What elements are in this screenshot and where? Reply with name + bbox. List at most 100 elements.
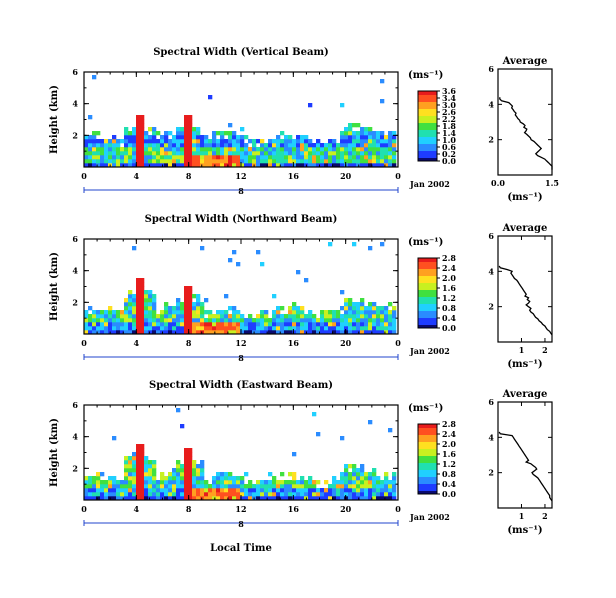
heatmap-cell: [128, 476, 133, 481]
heatmap-cell: [176, 131, 181, 136]
heatmap-cell: [272, 496, 277, 500]
colorbar-segment: [418, 134, 437, 136]
heatmap-cell: [144, 159, 149, 164]
heatmap-cell: [308, 163, 313, 167]
heatmap-cell: [312, 163, 317, 167]
heatmap-cell: [180, 464, 185, 469]
heatmap-cell: [296, 480, 301, 485]
heatmap-cell: [360, 492, 365, 497]
heatmap-cell: [272, 143, 277, 148]
heatmap-cell: [364, 306, 369, 311]
heatmap-cell: [316, 143, 321, 148]
heatmap-panel-0: Spectral Width (Vertical Beam)0 4 8 12 16 20 0…: [49, 47, 456, 196]
heatmap-cell: [348, 159, 353, 164]
heatmap-cell: [332, 139, 337, 144]
heatmap-cell: [352, 322, 357, 327]
heatmap-cell: [168, 143, 173, 148]
heatmap-cell: [240, 151, 245, 156]
colorbar-segment: [418, 148, 437, 150]
heatmap-cell: [220, 135, 225, 140]
heatmap-cell: [160, 326, 165, 331]
heatmap-cell: [204, 484, 209, 489]
profile-x-axis-label: (ms⁻¹): [507, 192, 542, 203]
heatmap-cell: [188, 115, 193, 120]
heatmap-cell: [168, 131, 173, 136]
heatmap-cell: [172, 155, 177, 160]
colorbar-segment: [418, 321, 437, 323]
heatmap-cell: [124, 464, 129, 469]
heatmap-cell: [352, 318, 357, 323]
heatmap-cell: [328, 143, 333, 148]
heatmap-cell: [180, 127, 185, 132]
heatmap-cell: [132, 143, 137, 148]
heatmap-cell: [312, 326, 317, 331]
heatmap-cell: [264, 314, 269, 319]
colorbar-segment: [418, 440, 437, 442]
heatmap-cell: [264, 159, 269, 164]
heatmap-cell: [140, 484, 145, 489]
heatmap-cell: [320, 163, 325, 167]
heatmap-cell: [220, 147, 225, 152]
heatmap-cell: [188, 472, 193, 477]
heatmap-cell: [148, 476, 153, 481]
heatmap-cell: [360, 131, 365, 136]
colorbar-segment: [418, 279, 437, 281]
heatmap-cell: [156, 159, 161, 164]
heatmap-cell: [96, 143, 101, 148]
heatmap-cell: [132, 147, 137, 152]
heatmap-cell: [360, 488, 365, 493]
heatmap-cell: [264, 318, 269, 323]
heatmap-cell: [140, 139, 145, 144]
heatmap-cell: [224, 480, 229, 485]
heatmap-cell: [340, 135, 345, 140]
heatmap-cell: [192, 322, 197, 327]
heatmap-cell: [328, 151, 333, 156]
heatmap-cell: [340, 163, 345, 167]
heatmap-cell: [352, 496, 357, 500]
heatmap-cell: [284, 326, 289, 331]
colorbar-segment: [418, 110, 437, 113]
colorbar-tick-label: 1.6: [442, 283, 456, 293]
heatmap-cell: [212, 330, 217, 334]
heatmap-cell: [132, 464, 137, 469]
heatmap-cell: [100, 163, 105, 167]
colorbar-tick-label: 3.6: [442, 86, 456, 96]
heatmap-cell: [188, 290, 193, 295]
heatmap-cell: [176, 318, 181, 323]
heatmap-cell: [252, 139, 257, 144]
colorbar-segment: [418, 315, 437, 317]
heatmap-cell: [196, 135, 201, 140]
heatmap-cell: [272, 314, 277, 319]
heatmap-cell: [104, 326, 109, 331]
heatmap-cell: [132, 246, 137, 251]
heatmap-cell: [368, 488, 373, 493]
heatmap-cell: [196, 298, 201, 303]
colorbar: (ms⁻¹)2.82.42.01.61.20.80.40.0: [408, 403, 456, 499]
heatmap-cell: [368, 159, 373, 164]
colorbar-segment: [418, 436, 437, 439]
heatmap-cell: [368, 496, 373, 500]
heatmap-cell: [268, 326, 273, 331]
heatmap-cell: [140, 278, 145, 283]
heatmap-cell: [292, 492, 297, 497]
heatmap-cell: [160, 143, 165, 148]
heatmap-cell: [348, 155, 353, 160]
heatmap-cell: [304, 278, 309, 283]
heatmap-cell: [208, 496, 213, 500]
heatmap-cell: [308, 159, 313, 164]
heatmap-cell: [224, 330, 229, 334]
heatmap-cell: [140, 448, 145, 453]
heatmap-cell: [128, 143, 133, 148]
x-tick-label: 0: [81, 171, 87, 181]
heatmap-cell: [136, 119, 141, 124]
heatmap-cell: [172, 330, 177, 334]
heatmap-cell: [376, 147, 381, 152]
heatmap-cell: [188, 468, 193, 473]
heatmap-cell: [172, 159, 177, 164]
heatmap-cell: [352, 464, 357, 469]
heatmap-cell: [132, 159, 137, 164]
colorbar-segment: [418, 463, 437, 466]
heatmap-cell: [136, 318, 141, 323]
heatmap-cell: [352, 151, 357, 156]
heatmap-cell: [148, 302, 153, 307]
